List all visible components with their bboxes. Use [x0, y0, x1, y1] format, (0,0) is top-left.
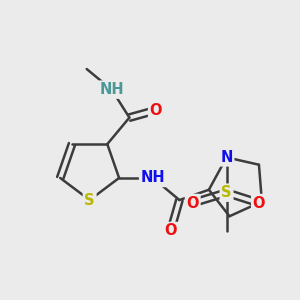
Text: S: S [84, 193, 95, 208]
Text: O: O [164, 224, 177, 238]
Text: S: S [221, 185, 232, 200]
Text: N: N [220, 150, 233, 165]
Text: O: O [186, 196, 199, 211]
Text: O: O [150, 103, 162, 118]
Text: NH: NH [99, 82, 124, 97]
Text: NH: NH [141, 170, 165, 185]
Text: O: O [253, 196, 265, 211]
